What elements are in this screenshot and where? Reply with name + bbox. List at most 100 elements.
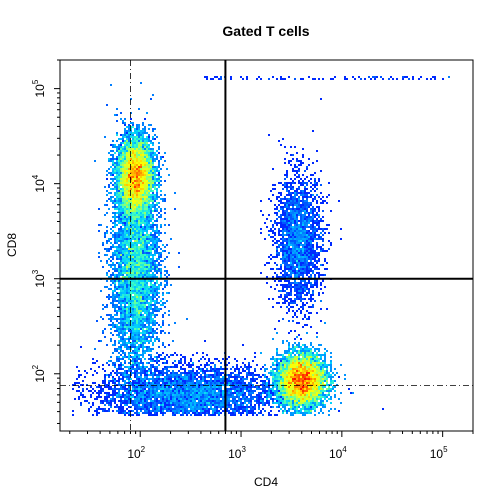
density-cell (136, 330, 138, 332)
density-cell (284, 380, 286, 382)
density-cell (310, 254, 312, 256)
density-cell (130, 356, 132, 358)
density-cell (120, 238, 122, 240)
density-cell (158, 364, 160, 366)
density-cell (158, 230, 160, 232)
density-cell (126, 184, 128, 186)
density-cell (286, 254, 288, 256)
density-cell (130, 126, 132, 128)
density-cell (146, 274, 148, 276)
density-cell (148, 328, 150, 330)
density-cell (314, 364, 316, 366)
density-cell (280, 244, 282, 246)
density-cell (168, 310, 170, 312)
density-cell (290, 290, 292, 292)
density-cell (146, 164, 148, 166)
density-cell (300, 348, 302, 350)
density-cell (142, 368, 144, 370)
density-cell (294, 190, 296, 192)
density-cell (288, 216, 290, 218)
density-cell (168, 380, 170, 382)
density-cell (146, 176, 148, 178)
density-cell (312, 368, 314, 370)
density-cell (124, 268, 126, 270)
density-cell (154, 380, 156, 382)
density-cell (284, 198, 286, 200)
density-cell (116, 360, 118, 362)
density-cell (284, 296, 286, 298)
density-cell (142, 194, 144, 196)
density-cell (200, 358, 202, 360)
density-cell (126, 130, 128, 132)
density-cell (130, 136, 132, 138)
density-cell (150, 150, 152, 152)
density-cell (116, 148, 118, 150)
density-cell (120, 296, 122, 298)
density-cell (194, 376, 196, 378)
density-cell (124, 200, 126, 202)
density-cell (120, 358, 122, 360)
density-cell (124, 294, 126, 296)
density-cell (154, 370, 156, 372)
density-cell (148, 198, 150, 200)
density-cell (300, 272, 302, 274)
density-cell (148, 192, 150, 194)
density-cell (164, 306, 166, 308)
density-cell (284, 212, 286, 214)
density-cell (324, 366, 326, 368)
density-cell (144, 370, 146, 372)
density-cell (308, 360, 310, 362)
density-cell (122, 280, 124, 282)
density-cell (160, 224, 162, 226)
density-cell (164, 280, 166, 282)
density-cell (248, 362, 250, 364)
density-cell (298, 378, 300, 380)
density-cell (116, 234, 118, 236)
density-cell (298, 360, 300, 362)
density-cell (156, 314, 158, 316)
density-cell (298, 286, 300, 288)
density-cell (292, 202, 294, 204)
density-cell (308, 202, 310, 204)
density-cell (318, 258, 320, 260)
density-cell (142, 132, 144, 134)
density-cell (314, 362, 316, 364)
density-cell (290, 182, 292, 184)
density-cell (314, 358, 316, 360)
density-cell (122, 364, 124, 366)
density-cell (330, 368, 332, 370)
density-cell (288, 374, 290, 376)
density-cell (130, 240, 132, 242)
density-cell (318, 268, 320, 270)
density-cell (116, 270, 118, 272)
density-cell (136, 324, 138, 326)
density-cell (308, 306, 310, 308)
density-cell (154, 330, 156, 332)
density-cell (112, 174, 114, 176)
density-cell (306, 358, 308, 360)
density-cell (114, 162, 116, 164)
density-cell (318, 236, 320, 238)
density-cell (150, 226, 152, 228)
density-cell (136, 286, 138, 288)
density-cell (302, 236, 304, 238)
density-cell (306, 216, 308, 218)
density-cell (130, 196, 132, 198)
density-cell (134, 332, 136, 334)
density-cell (286, 366, 288, 368)
density-cell (114, 232, 116, 234)
density-cell (122, 282, 124, 284)
density-cell (106, 344, 108, 346)
density-cell (132, 272, 134, 274)
density-cell (128, 164, 130, 166)
density-cell (118, 360, 120, 362)
density-cell (122, 344, 124, 346)
density-cell (138, 282, 140, 284)
density-cell (278, 378, 280, 380)
density-cell (148, 228, 150, 230)
density-cell (156, 298, 158, 300)
density-cell (150, 314, 152, 316)
density-cell (134, 328, 136, 330)
density-cell (204, 376, 206, 378)
density-cell (294, 312, 296, 314)
